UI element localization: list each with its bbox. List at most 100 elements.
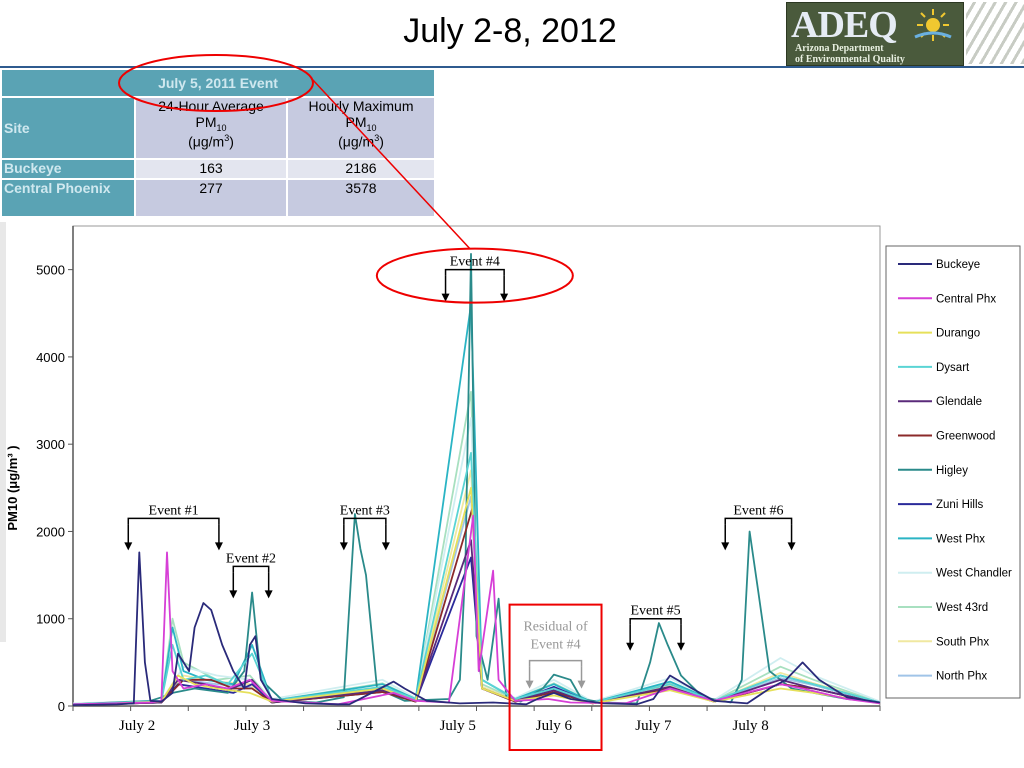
col-max-pm: PM (345, 114, 367, 130)
logo-line2: of Environmental Quality (795, 54, 905, 65)
residual-label-line2: Event #4 (530, 638, 580, 653)
legend-entry: Higley (936, 465, 968, 477)
legend-entry: Central Phx (936, 293, 996, 305)
legend-entry: Durango (936, 328, 980, 340)
legend-entry: Greenwood (936, 431, 995, 443)
sun-icon (914, 9, 952, 41)
col-avg-unit: (μg/m3) (138, 133, 284, 150)
col-avg-line2: PM10 (138, 114, 284, 133)
row-site: Central Phoenix (0, 178, 136, 218)
annotation-arrowhead (721, 542, 730, 551)
annotation-bracket (724, 517, 793, 525)
col-max-unit-b: ) (379, 133, 384, 150)
annotation-label: Event #1 (149, 503, 199, 518)
adeq-logo: ADEQ Arizona Department of Environmental… (786, 2, 964, 66)
logo-wordmark: ADEQ (791, 4, 898, 46)
series-line-higley (72, 253, 881, 706)
annotation-bracket (232, 565, 270, 573)
annotation-arrowhead (677, 642, 686, 651)
slide-title: July 2-8, 2012 (403, 12, 617, 50)
table-col-site: Site (0, 96, 136, 160)
residual-label-line1: Residual of (523, 620, 587, 635)
col-max-sub: 10 (366, 122, 377, 133)
col-max-sup: 3 (374, 132, 380, 143)
table-event-header: July 5, 2011 Event (0, 68, 436, 98)
annotation-bracket (127, 517, 220, 525)
y-tick-label: 1000 (36, 612, 65, 627)
legend-box (885, 245, 1021, 699)
x-tick-label: July 2 (119, 718, 155, 734)
x-tick-label: July 5 (440, 718, 476, 734)
residual-highlight-box (508, 603, 603, 752)
annotation-arrowhead (229, 590, 238, 599)
series-line-buckeye (72, 551, 881, 706)
annotation-label: Event #2 (226, 551, 276, 566)
event4-highlight-ellipse (375, 247, 574, 304)
y-tick-label: 4000 (36, 350, 65, 365)
annotation-bracket (343, 517, 387, 525)
row-avg: 277 (134, 178, 288, 218)
annotation-label: Event #3 (340, 503, 390, 518)
highlight-connector-line (311, 78, 471, 250)
annotation-bracket (444, 268, 505, 276)
legend-entry: Buckeye (936, 259, 980, 271)
legend-entry: West Phx (936, 533, 985, 545)
annotation-label: Event #6 (733, 503, 783, 518)
annotation-arrowhead (264, 590, 273, 599)
annotation-bracket (629, 617, 682, 625)
table-header-highlight-ellipse (118, 54, 314, 112)
table-col-max: Hourly Maximum PM10 (μg/m3) (286, 96, 436, 160)
legend-entry: North Phx (936, 671, 987, 683)
col-max-line2: PM10 (290, 114, 432, 133)
legend-entry: Dysart (936, 362, 970, 374)
legend-entry: Zuni Hills (936, 499, 984, 511)
pm10-line-chart: 0 1000 2000 3000 4000 5000 July 2 July 3 July 4… (0, 54, 1021, 752)
col-max-unit-a: (μg/m (338, 133, 375, 150)
legend-entry: West 43rd (936, 602, 988, 614)
col-max-line1: Hourly Maximum (308, 98, 414, 114)
annotation-arrowhead (214, 542, 223, 551)
y-tick-label: 5000 (36, 263, 65, 278)
col-avg-sup: 3 (224, 132, 230, 143)
row-avg: 163 (134, 158, 288, 180)
x-tick-label: July 7 (635, 718, 672, 734)
header-rule (0, 66, 1024, 68)
annotation-arrowhead (500, 293, 509, 302)
col-max-unit: (μg/m3) (290, 133, 432, 150)
annotation-label: Event #4 (450, 255, 500, 270)
y-tick-label: 0 (58, 699, 65, 714)
x-tick-label: July 6 (536, 718, 573, 734)
logo-stripes (966, 2, 1024, 64)
legend-entry: South Phx (936, 636, 989, 648)
legend-entry: West Chandler (936, 568, 1012, 580)
y-tick-label: 3000 (36, 437, 65, 452)
y-axis-label: PM10 (μg/m³ ) (5, 445, 20, 530)
series-line-central-phx (72, 514, 881, 706)
annotation-arrowhead (626, 642, 635, 651)
annotation-arrowhead (124, 542, 133, 551)
annotation-arrowhead (339, 542, 348, 551)
annotation-label: Event #5 (631, 604, 681, 619)
x-tick-label: July 4 (337, 718, 374, 734)
legend-entry: Glendale (936, 396, 982, 408)
annotation-arrowhead (577, 680, 586, 689)
row-max: 2186 (286, 158, 436, 180)
annotation-arrowhead (441, 293, 450, 302)
table-row: Central Phoenix 277 3578 (0, 178, 436, 218)
annotation-arrowhead (381, 542, 390, 551)
residual-bracket (528, 659, 583, 667)
table-row: Buckeye 163 2186 (0, 158, 436, 180)
col-avg-sub: 10 (216, 122, 227, 133)
annotation-arrowhead (525, 680, 534, 689)
x-tick-label: July 8 (733, 718, 769, 734)
col-avg-unit-b: ) (229, 133, 234, 150)
row-max: 3578 (286, 178, 436, 218)
col-avg-unit-a: (μg/m (188, 133, 225, 150)
x-tick-label: July 3 (234, 718, 270, 734)
event-summary-table: July 5, 2011 Event Site 24-Hour Average … (0, 68, 436, 218)
logo-line1: Arizona Department (795, 43, 884, 54)
y-tick-label: 2000 (36, 524, 65, 539)
col-avg-pm: PM (195, 114, 217, 130)
annotation-arrowhead (787, 542, 796, 551)
row-site: Buckeye (0, 158, 136, 180)
